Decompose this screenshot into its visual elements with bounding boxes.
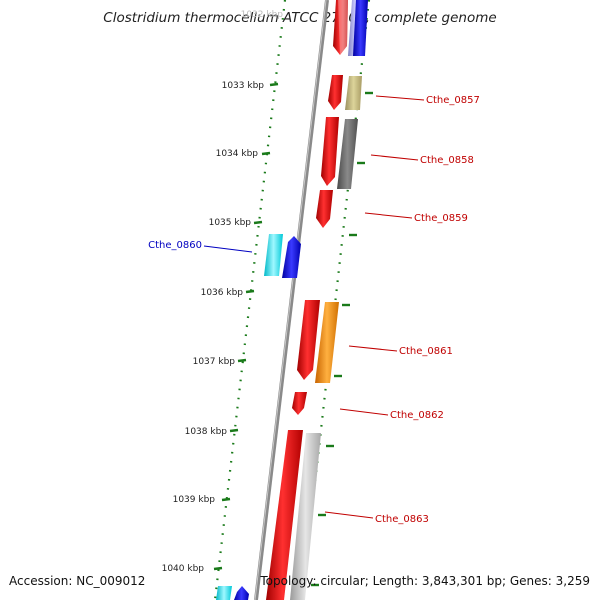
gene-label[interactable]: Cthe_0857 [426,95,480,106]
gene-feature[interactable] [234,586,249,600]
kbp-label: 1034 kbp [216,149,259,159]
kbp-label: 1035 kbp [209,218,252,228]
gene-feature[interactable] [338,0,348,55]
genome-backbone [254,0,329,600]
genome-summary-label: Topology: circular; Length: 3,843,301 bp… [260,574,590,588]
gene-feature[interactable] [282,236,301,278]
ruler-guide-left [213,0,287,600]
gene-feature[interactable] [266,430,303,600]
gene-feature[interactable] [297,300,320,380]
gene-label[interactable]: Cthe_0858 [420,155,474,166]
kbp-label: 1036 kbp [201,288,244,298]
kbp-tick [269,82,279,87]
genome-backbone-highlight [254,0,327,600]
gene-feature[interactable] [353,0,368,56]
kbp-label: 1033 kbp [222,81,265,91]
kbp-label: 1039 kbp [173,495,216,505]
kbp-tick [213,566,223,571]
kbp-tick [237,358,247,363]
callout-lines [203,95,425,519]
gene-feature[interactable] [321,117,339,186]
gene-feature[interactable] [290,433,321,600]
gene-label[interactable]: Cthe_0861 [399,346,453,357]
right-ticks [311,91,373,587]
kbp-tick [253,220,263,225]
kbp-label: 1040 kbp [162,564,205,574]
kbp-tick [261,151,271,156]
kbp-tick [245,289,255,294]
gene-feature[interactable] [345,76,362,110]
gene-feature[interactable] [292,392,307,415]
gene-label[interactable]: Cthe_0862 [390,410,444,421]
accession-label: Accession: NC_009012 [9,574,146,588]
kbp-label: 1038 kbp [185,427,228,437]
gene-features [216,0,368,600]
kbp-ticks [213,82,279,571]
gene-label[interactable]: Cthe_0859 [414,213,468,224]
kbp-label-faded: 1032 kbp [241,10,284,20]
map-title: Clostridium thermocellum ATCC 27405, com… [103,10,497,26]
gene-feature[interactable] [216,586,232,600]
kbp-tick [229,428,239,433]
gene-feature[interactable] [337,119,358,189]
kbp-tick [221,497,231,502]
gene-feature[interactable] [316,190,333,228]
gene-label[interactable]: Cthe_0860 [148,240,202,251]
kbp-label: 1037 kbp [193,357,236,367]
gene-feature[interactable] [315,302,339,383]
gene-label[interactable]: Cthe_0863 [375,514,429,525]
gene-feature[interactable] [328,75,343,110]
gene-feature[interactable] [264,234,283,276]
